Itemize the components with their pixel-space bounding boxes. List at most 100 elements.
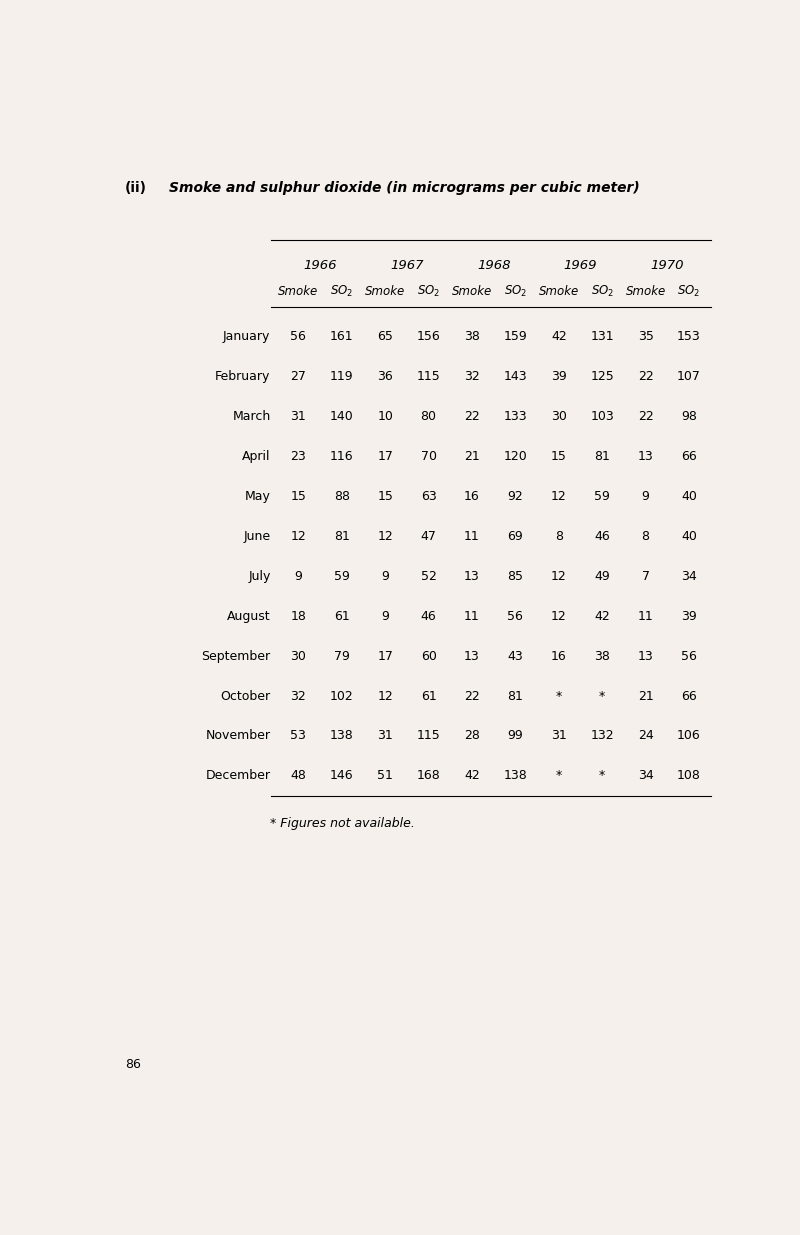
- Text: 36: 36: [378, 370, 393, 383]
- Text: 85: 85: [507, 569, 523, 583]
- Text: 31: 31: [290, 410, 306, 422]
- Text: November: November: [206, 730, 270, 742]
- Text: *: *: [599, 689, 606, 703]
- Text: 21: 21: [638, 689, 654, 703]
- Text: 18: 18: [290, 610, 306, 622]
- Text: May: May: [245, 490, 270, 503]
- Text: March: March: [232, 410, 270, 422]
- Text: 30: 30: [290, 650, 306, 663]
- Text: 11: 11: [464, 530, 480, 543]
- Text: *: *: [556, 769, 562, 783]
- Text: 107: 107: [677, 370, 701, 383]
- Text: 69: 69: [507, 530, 523, 543]
- Text: 156: 156: [417, 330, 441, 343]
- Text: Smoke and sulphur dioxide (in micrograms per cubic meter): Smoke and sulphur dioxide (in micrograms…: [170, 182, 640, 195]
- Text: 140: 140: [330, 410, 354, 422]
- Text: 38: 38: [464, 330, 480, 343]
- Text: 38: 38: [594, 650, 610, 663]
- Text: 49: 49: [594, 569, 610, 583]
- Text: SO$_2$: SO$_2$: [417, 284, 440, 299]
- Text: 23: 23: [290, 450, 306, 463]
- Text: June: June: [243, 530, 270, 543]
- Text: * Figures not available.: * Figures not available.: [270, 816, 415, 830]
- Text: 13: 13: [638, 450, 654, 463]
- Text: 15: 15: [290, 490, 306, 503]
- Text: Smoke: Smoke: [626, 285, 666, 299]
- Text: 39: 39: [551, 370, 566, 383]
- Text: 12: 12: [551, 569, 566, 583]
- Text: 153: 153: [677, 330, 701, 343]
- Text: 32: 32: [464, 370, 480, 383]
- Text: 11: 11: [638, 610, 654, 622]
- Text: 46: 46: [421, 610, 437, 622]
- Text: 138: 138: [330, 730, 354, 742]
- Text: 15: 15: [551, 450, 566, 463]
- Text: 10: 10: [378, 410, 393, 422]
- Text: 24: 24: [638, 730, 654, 742]
- Text: 103: 103: [590, 410, 614, 422]
- Text: January: January: [223, 330, 270, 343]
- Text: 66: 66: [681, 689, 697, 703]
- Text: 61: 61: [334, 610, 350, 622]
- Text: *: *: [556, 689, 562, 703]
- Text: 15: 15: [378, 490, 393, 503]
- Text: 102: 102: [330, 689, 354, 703]
- Text: 27: 27: [290, 370, 306, 383]
- Text: December: December: [206, 769, 270, 783]
- Text: 34: 34: [681, 569, 697, 583]
- Text: 61: 61: [421, 689, 437, 703]
- Text: 99: 99: [507, 730, 523, 742]
- Text: 22: 22: [464, 689, 480, 703]
- Text: 56: 56: [681, 650, 697, 663]
- Text: 46: 46: [594, 530, 610, 543]
- Text: 7: 7: [642, 569, 650, 583]
- Text: Smoke: Smoke: [452, 285, 492, 299]
- Text: 51: 51: [378, 769, 393, 783]
- Text: 80: 80: [421, 410, 437, 422]
- Text: 120: 120: [503, 450, 527, 463]
- Text: 9: 9: [382, 610, 389, 622]
- Text: 12: 12: [551, 490, 566, 503]
- Text: 132: 132: [590, 730, 614, 742]
- Text: 1970: 1970: [650, 258, 684, 272]
- Text: 31: 31: [551, 730, 566, 742]
- Text: 8: 8: [555, 530, 562, 543]
- Text: 88: 88: [334, 490, 350, 503]
- Text: 42: 42: [551, 330, 566, 343]
- Text: 53: 53: [290, 730, 306, 742]
- Text: 39: 39: [681, 610, 697, 622]
- Text: 12: 12: [290, 530, 306, 543]
- Text: 115: 115: [417, 730, 441, 742]
- Text: 43: 43: [507, 650, 523, 663]
- Text: 86: 86: [125, 1057, 141, 1071]
- Text: 12: 12: [378, 689, 393, 703]
- Text: 17: 17: [378, 450, 393, 463]
- Text: 32: 32: [290, 689, 306, 703]
- Text: SO$_2$: SO$_2$: [330, 284, 354, 299]
- Text: 21: 21: [464, 450, 480, 463]
- Text: July: July: [248, 569, 270, 583]
- Text: Smoke: Smoke: [538, 285, 579, 299]
- Text: 42: 42: [464, 769, 480, 783]
- Text: 161: 161: [330, 330, 354, 343]
- Text: 22: 22: [638, 370, 654, 383]
- Text: 42: 42: [594, 610, 610, 622]
- Text: 9: 9: [642, 490, 650, 503]
- Text: 9: 9: [382, 569, 389, 583]
- Text: 125: 125: [590, 370, 614, 383]
- Text: 81: 81: [507, 689, 523, 703]
- Text: 119: 119: [330, 370, 354, 383]
- Text: 28: 28: [464, 730, 480, 742]
- Text: 115: 115: [417, 370, 441, 383]
- Text: 79: 79: [334, 650, 350, 663]
- Text: April: April: [242, 450, 270, 463]
- Text: 131: 131: [590, 330, 614, 343]
- Text: 65: 65: [378, 330, 393, 343]
- Text: 146: 146: [330, 769, 354, 783]
- Text: 159: 159: [503, 330, 527, 343]
- Text: 40: 40: [681, 490, 697, 503]
- Text: 22: 22: [638, 410, 654, 422]
- Text: August: August: [227, 610, 270, 622]
- Text: 116: 116: [330, 450, 354, 463]
- Text: 56: 56: [507, 610, 523, 622]
